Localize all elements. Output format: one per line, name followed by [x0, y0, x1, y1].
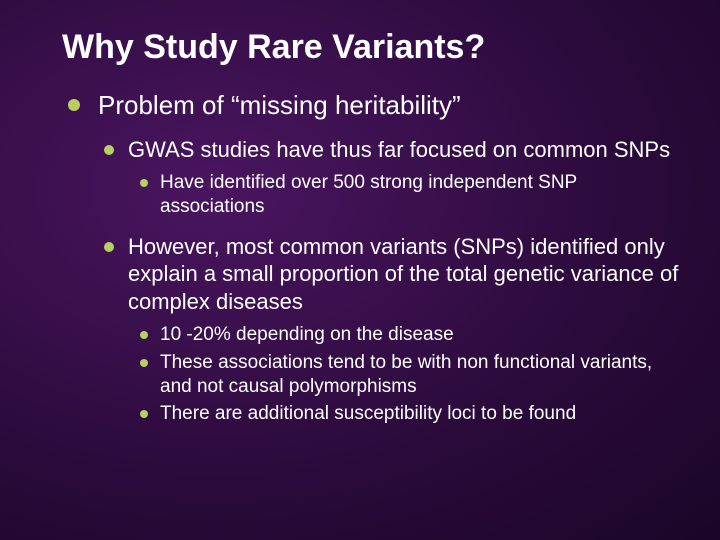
bullet-level2: GWAS studies have thus far focused on co… [104, 136, 680, 172]
bullet-icon [140, 331, 148, 339]
bullet-level3: These associations tend to be with non f… [140, 351, 680, 403]
bullet-text: 10 -20% depending on the disease [160, 323, 454, 347]
bullet-icon [140, 179, 148, 187]
bullet-text: GWAS studies have thus far focused on co… [128, 136, 670, 164]
bullet-text: However, most common variants (SNPs) ide… [128, 233, 680, 316]
slide-title: Why Study Rare Variants? [62, 28, 680, 67]
bullet-level3: Have identified over 500 strong independ… [140, 171, 680, 233]
bullet-level3: There are additional susceptibility loci… [140, 402, 680, 430]
bullet-icon [104, 242, 114, 252]
bullet-level2: However, most common variants (SNPs) ide… [104, 233, 680, 324]
bullet-text: Have identified over 500 strong independ… [160, 171, 680, 219]
bullet-level1: Problem of “missing heritability” [68, 89, 680, 136]
bullet-text: Problem of “missing heritability” [98, 89, 461, 122]
bullet-text: These associations tend to be with non f… [160, 351, 680, 399]
bullet-icon [104, 145, 114, 155]
bullet-icon [140, 410, 148, 418]
bullet-icon [68, 99, 80, 111]
bullet-level3: 10 -20% depending on the disease [140, 323, 680, 351]
bullet-icon [140, 359, 148, 367]
bullet-text: There are additional susceptibility loci… [160, 402, 576, 426]
